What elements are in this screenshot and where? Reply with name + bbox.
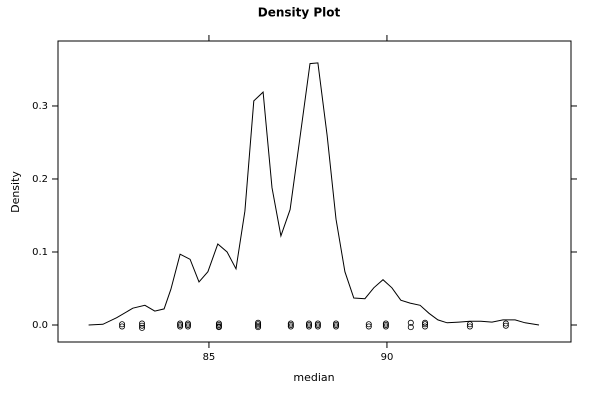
rug-point bbox=[333, 323, 340, 330]
rug-point bbox=[365, 323, 372, 330]
rug-point bbox=[466, 321, 473, 328]
rug-point bbox=[139, 324, 146, 331]
rug-point bbox=[422, 323, 429, 330]
chart-title: Density Plot bbox=[258, 6, 341, 20]
rug-point bbox=[255, 324, 262, 331]
rug-point bbox=[215, 324, 222, 331]
y-tick-label: 0.0 bbox=[32, 320, 48, 331]
x-axis-label: median bbox=[293, 371, 334, 384]
plot-frame bbox=[57, 40, 572, 343]
y-tick-label: 0.2 bbox=[32, 174, 48, 185]
rug-point bbox=[305, 323, 312, 330]
x-tick-label: 90 bbox=[381, 352, 394, 363]
rug-point bbox=[502, 322, 509, 329]
rug-point bbox=[365, 321, 372, 328]
rug-point bbox=[119, 321, 126, 328]
rug-point bbox=[422, 321, 429, 328]
rug-point bbox=[466, 323, 473, 330]
rug-point bbox=[407, 319, 414, 326]
rug-point bbox=[119, 323, 126, 330]
rug-point bbox=[184, 323, 191, 330]
y-tick-label: 0.1 bbox=[32, 247, 48, 258]
density-line bbox=[88, 62, 540, 326]
rug-point bbox=[177, 323, 184, 330]
rug-point bbox=[382, 323, 389, 330]
rug-point bbox=[139, 322, 146, 329]
x-tick-label: 85 bbox=[203, 352, 216, 363]
rug-point bbox=[139, 320, 146, 327]
rug-point bbox=[407, 324, 414, 331]
rug-point bbox=[502, 320, 509, 327]
y-axis-label: Density bbox=[9, 171, 22, 213]
y-tick-label: 0.3 bbox=[32, 101, 48, 112]
rug-point bbox=[314, 323, 321, 330]
rug-point bbox=[287, 323, 294, 330]
